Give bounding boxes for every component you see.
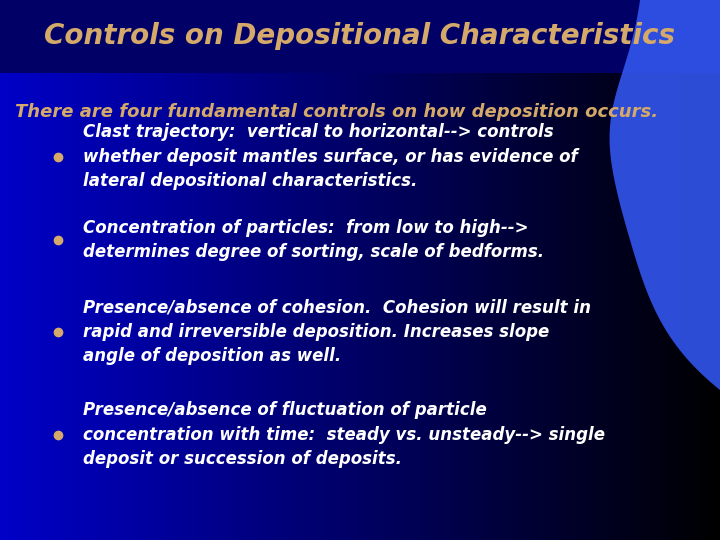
Text: Presence/absence of fluctuation of particle
concentration with time:  steady vs.: Presence/absence of fluctuation of parti… [83, 401, 605, 468]
Polygon shape [610, 0, 720, 390]
Text: Clast trajectory:  vertical to horizontal--> controls
whether deposit mantles su: Clast trajectory: vertical to horizontal… [83, 123, 577, 190]
Bar [0, 0, 720, 73]
Text: There are four fundamental controls on how deposition occurs.: There are four fundamental controls on h… [15, 103, 658, 121]
Text: Presence/absence of cohesion.  Cohesion will result in
rapid and irreversible de: Presence/absence of cohesion. Cohesion w… [83, 299, 591, 366]
Text: Concentration of particles:  from low to high-->
determines degree of sorting, s: Concentration of particles: from low to … [83, 219, 544, 261]
Text: Controls on Depositional Characteristics: Controls on Depositional Characteristics [45, 23, 675, 50]
